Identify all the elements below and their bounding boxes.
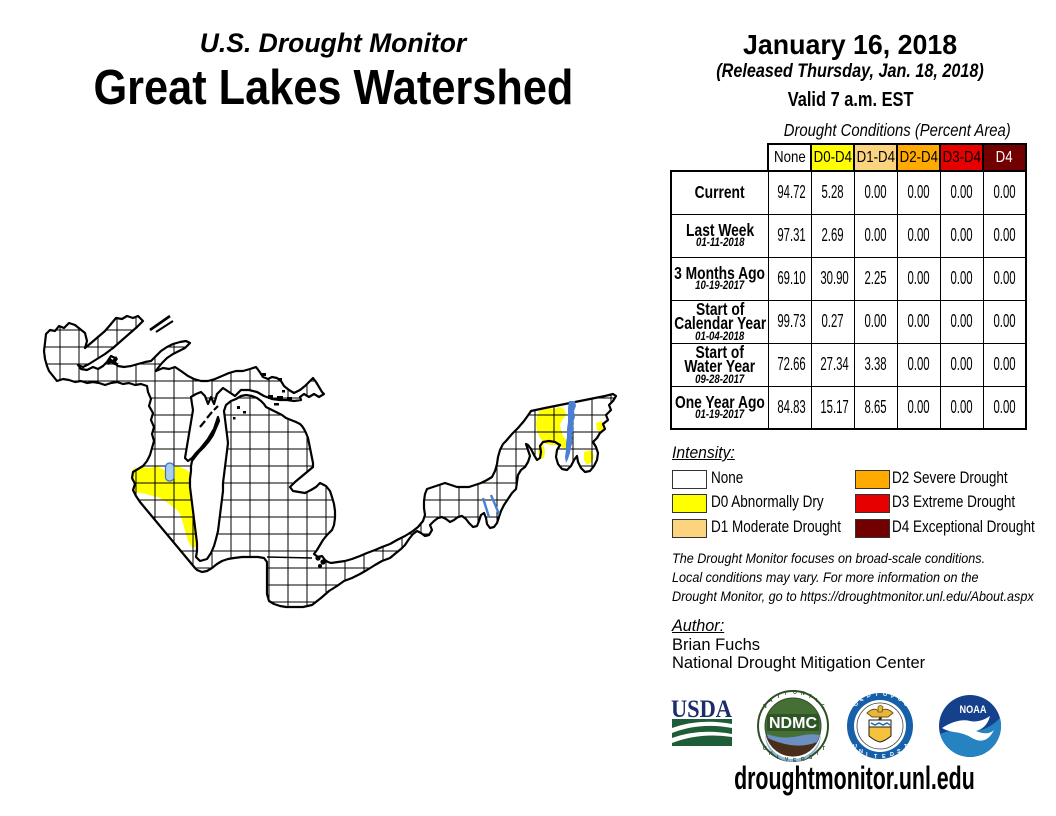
svg-text:C: C: [898, 697, 902, 703]
svg-text:O: O: [883, 692, 888, 698]
svg-text:S: S: [809, 755, 813, 761]
svg-text:I: I: [777, 755, 779, 761]
svg-text:N: N: [763, 704, 767, 710]
svg-text:E: E: [860, 697, 864, 703]
svg-text:U: U: [853, 744, 857, 750]
svg-text:S: S: [897, 749, 901, 755]
svg-text:I: I: [785, 691, 787, 697]
svg-text:O: O: [904, 702, 909, 708]
svg-text:E: E: [882, 754, 886, 760]
svg-text:T: T: [822, 746, 825, 752]
svg-text:T: T: [777, 694, 780, 700]
svg-text:T: T: [875, 692, 879, 698]
svg-text:N: N: [769, 751, 773, 757]
svg-text:U: U: [763, 746, 767, 752]
svg-text:N: N: [859, 749, 863, 755]
svg-text:D: D: [890, 752, 894, 758]
svg-text:A: A: [769, 698, 773, 704]
svg-text:A: A: [809, 694, 813, 700]
svg-text:R: R: [801, 757, 805, 763]
svg-text:NDMC: NDMC: [769, 715, 817, 732]
svg-text:E: E: [793, 758, 797, 764]
svg-text:I: I: [866, 752, 868, 758]
svg-text:V: V: [785, 757, 789, 763]
svg-text:I: I: [817, 751, 819, 757]
svg-text:C: C: [821, 704, 825, 710]
svg-text:D: D: [854, 702, 858, 708]
svg-text:T: T: [874, 754, 878, 760]
svg-text:NOAA: NOAA: [960, 704, 987, 716]
svg-text:P: P: [867, 694, 871, 700]
svg-text:T: T: [904, 744, 908, 750]
svg-text:O: O: [793, 690, 797, 696]
svg-text:F: F: [891, 694, 895, 700]
svg-text:USDA: USDA: [671, 696, 732, 723]
svg-text:N: N: [801, 691, 805, 697]
svg-text:L: L: [816, 698, 819, 704]
